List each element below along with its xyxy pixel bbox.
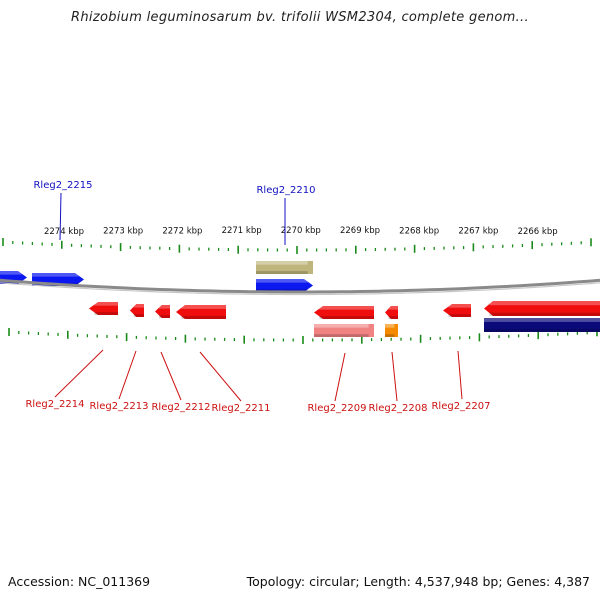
gene-label: Rleg2_2215 [33, 180, 92, 191]
label-leader-line [59, 192, 62, 241]
gene-arrow-reverse-body [130, 304, 144, 317]
feature-block-olive-body [256, 261, 313, 274]
gene-arrow-reverse-shade [94, 312, 118, 315]
gene-arrow-reverse-shade [448, 314, 471, 317]
map-title: Rhizobium leguminosarum bv. trifolii WSM… [71, 10, 529, 25]
gene-label: Rleg2_2207 [431, 401, 490, 412]
gene-arrow-reverse-body [314, 306, 374, 319]
feature-block-orange [385, 324, 398, 337]
gene-arrow-reverse-shade [133, 314, 144, 317]
gene-label: Rleg2_2211 [211, 403, 270, 414]
gene-arrow-reverse-body [443, 304, 471, 317]
gene-arrow-reverse-shade [319, 316, 374, 319]
gene-arrow-reverse [314, 306, 374, 319]
gene-arrow-reverse [176, 305, 226, 319]
ruler-label: 2267 kbp [458, 227, 498, 237]
ruler-label: 2268 kbp [399, 226, 439, 236]
genome-summary: Topology: circular; Length: 4,537,948 bp… [246, 574, 590, 589]
ruler-label: 2273 kbp [103, 227, 143, 237]
gene-label-leaders [54, 192, 463, 402]
feature-block-navy-body [484, 318, 600, 332]
ruler-label: 2269 kbp [340, 226, 380, 236]
gene-arrow-forward-highlight [256, 279, 308, 283]
gene-arrow-forward [256, 279, 313, 292]
gene-label: Rleg2_2212 [151, 402, 210, 413]
gene-arrow-reverse [89, 302, 118, 315]
feature-block-olive [256, 261, 313, 274]
genome-backbone [0, 278, 600, 294]
label-leader-line [391, 351, 398, 402]
gene-arrow-reverse-shade [181, 315, 226, 319]
gene-arrow-reverse-body [176, 305, 226, 319]
feature-block-olive-shade [256, 271, 308, 274]
ruler-label: 2274 kbp [44, 227, 84, 237]
gene-arrow-reverse-shade [489, 312, 600, 316]
gene-features [0, 261, 600, 337]
gene-arrow-forward-highlight [32, 273, 79, 277]
gene-arrow-reverse-body [385, 306, 398, 319]
feature-block-pink-highlight [314, 324, 369, 328]
label-leader-line [457, 350, 463, 400]
gene-arrow-reverse-highlight [133, 304, 144, 308]
gene-arrow-reverse [385, 306, 398, 319]
feature-block-orange-body [385, 324, 398, 337]
label-leader-line [54, 349, 104, 398]
label-leader-line [118, 350, 137, 400]
gene-arrow-forward-highlight [0, 271, 22, 275]
label-leader-line [199, 351, 242, 402]
genome-backbone-shadow [0, 282, 600, 296]
gene-arrow-reverse-body [484, 301, 600, 316]
gene-labels: Rleg2_2215 Rleg2_2210 Rleg2_2214 Rleg2_2213… [25, 180, 490, 414]
gene-arrow-reverse [155, 305, 170, 318]
feature-block-orange-highlight [385, 324, 395, 328]
feature-block-orange-shade [385, 334, 395, 337]
gene-label: Rleg2_2214 [25, 399, 84, 410]
gene-label: Rleg2_2208 [368, 403, 427, 414]
ruler-label: 2270 kbp [281, 226, 321, 236]
gene-arrow-reverse-shade [159, 315, 170, 318]
ruler-label: 2266 kbp [518, 227, 558, 237]
gene-arrow-reverse-body [155, 305, 170, 318]
gene-arrow-reverse-highlight [448, 304, 471, 308]
gene-label: Rleg2_2210 [256, 185, 315, 196]
ruler-ticks-lower [8, 328, 598, 344]
gene-arrow-reverse [484, 301, 600, 316]
gene-arrow-reverse [443, 304, 471, 317]
gene-arrow-reverse-highlight [159, 305, 170, 309]
ruler-label: 2272 kbp [162, 226, 202, 236]
feature-block-pink [314, 324, 374, 337]
gene-arrow-reverse-body [89, 302, 118, 315]
gene-label: Rleg2_2209 [307, 403, 366, 414]
gene-arrow-reverse-highlight [489, 301, 600, 306]
gene-label: Rleg2_2213 [89, 401, 148, 412]
gene-arrow-reverse [130, 304, 144, 317]
ruler-ticks-upper [2, 238, 592, 254]
gene-arrow-reverse-highlight [388, 306, 398, 310]
ruler-labels: 2274 kbp 2273 kbp 2272 kbp 2271 kbp 2270 kbp… [44, 226, 558, 237]
accession-label: Accession: NC_011369 [8, 574, 151, 589]
gene-arrow-forward-body [256, 279, 313, 292]
gene-arrow-reverse-highlight [181, 305, 226, 309]
feature-block-pink-body [314, 324, 374, 337]
feature-block-navy [484, 318, 600, 332]
feature-block-navy-highlight [484, 318, 600, 322]
ruler-label: 2271 kbp [222, 226, 262, 236]
feature-block-navy-shade [484, 328, 600, 332]
label-leader-line [334, 352, 346, 402]
label-leader-line [160, 351, 182, 401]
feature-block-olive-highlight [256, 261, 308, 265]
gene-arrow-reverse-shade [388, 316, 398, 319]
feature-block-pink-shade [314, 334, 369, 337]
gene-arrow-reverse-highlight [319, 306, 374, 310]
gene-arrow-reverse-highlight [94, 302, 118, 306]
